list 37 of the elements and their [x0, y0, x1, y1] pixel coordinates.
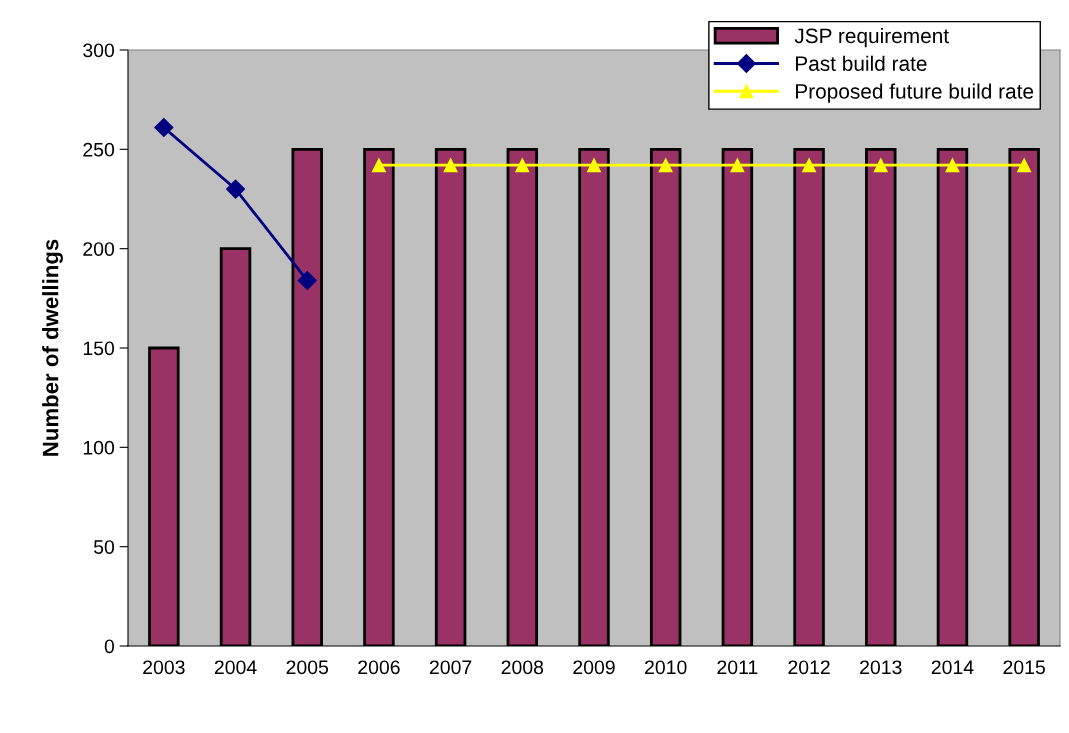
point — [443, 158, 458, 173]
x-tick-label: 2008 — [501, 660, 544, 675]
x-tick-label: 2011 — [717, 660, 758, 675]
point — [802, 158, 817, 173]
x-tick-label: 2015 — [1003, 660, 1045, 675]
point — [154, 117, 174, 138]
x-tick-label: 2009 — [573, 660, 615, 675]
point — [226, 179, 246, 199]
x-tick-label: 2013 — [860, 660, 902, 675]
point — [1017, 158, 1032, 173]
y-tick-label: 200 — [83, 242, 115, 256]
point — [730, 158, 745, 173]
x-tick-label: 2006 — [358, 660, 400, 675]
y-tick-label: 150 — [83, 341, 115, 356]
legend-label: JSP requirement — [794, 27, 949, 48]
point — [658, 158, 673, 173]
y-tick-label: 0 — [104, 639, 115, 654]
legend-label: Past build rate — [796, 55, 927, 71]
y-tick-label: 300 — [83, 43, 115, 58]
y-tick-label: 100 — [83, 440, 115, 455]
point — [515, 158, 530, 173]
x-tick-label: 2005 — [286, 660, 329, 675]
x-tick-label: 2014 — [931, 660, 974, 675]
x-tick-label: 2003 — [143, 660, 185, 675]
x-tick-label: 2010 — [645, 660, 687, 675]
point — [587, 158, 601, 173]
point — [945, 158, 960, 173]
legend-label: Proposed future build rate — [796, 83, 1034, 103]
point — [297, 270, 317, 290]
y-axis-title: Number of dwellings — [42, 239, 63, 456]
y-tick-label: 250 — [83, 142, 115, 157]
x-tick-label: 2007 — [429, 660, 472, 675]
x-tick-label: 2012 — [788, 660, 830, 675]
point — [873, 158, 888, 173]
x-tick-label: 2004 — [214, 660, 257, 675]
point — [371, 158, 386, 173]
y-tick-label: 50 — [93, 540, 115, 554]
